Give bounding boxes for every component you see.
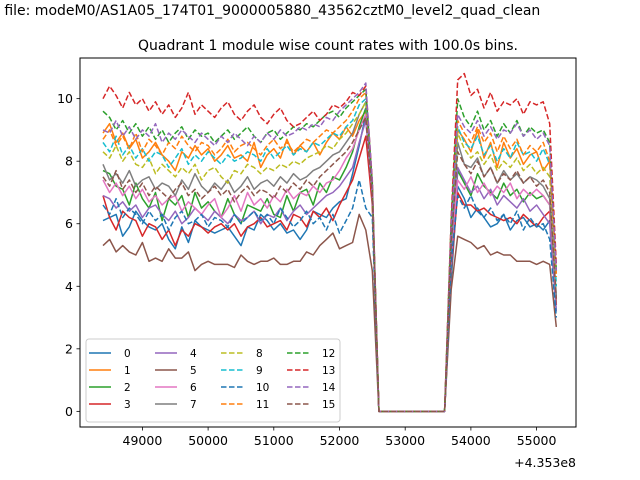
series-line-4 (102, 119, 558, 413)
x-tick-label: 54000 (451, 433, 491, 448)
x-tick-label: 49000 (123, 433, 163, 448)
x-tick-label: 53000 (385, 433, 425, 448)
x-offset-label: +4.353e8 (514, 455, 576, 470)
y-tick-label: 0 (65, 404, 73, 419)
x-axis: 49000 50000 51000 52000 53000 54000 55000 (123, 427, 557, 448)
legend-label-9: 9 (256, 365, 263, 377)
legend-label-11: 11 (256, 399, 269, 411)
legend-label-2: 2 (124, 382, 131, 394)
y-tick-label: 2 (65, 341, 73, 356)
legend-label-7: 7 (190, 399, 197, 411)
legend-label-13: 13 (322, 365, 335, 377)
x-tick-label: 50000 (188, 433, 228, 448)
series-layer (102, 72, 558, 413)
legend-label-6: 6 (190, 382, 197, 394)
axes-frame (79, 57, 577, 428)
legend-label-8: 8 (256, 348, 263, 360)
legend-label-12: 12 (322, 348, 335, 360)
series-line-0 (102, 113, 558, 413)
legend-label-3: 3 (124, 399, 131, 411)
figure-suptitle: n file: modeM0/AS1A05_174T01_9000005880_… (0, 3, 540, 19)
x-tick-label: 51000 (254, 433, 294, 448)
x-tick-label: 52000 (320, 433, 360, 448)
legend-label-14: 14 (322, 382, 336, 394)
legend-label-0: 0 (124, 348, 131, 360)
y-axis: 0 2 4 6 8 10 (57, 91, 80, 419)
x-tick-label: 55000 (517, 433, 557, 448)
series-line-7 (102, 101, 558, 413)
chart-title: Quadrant 1 module wise count rates with … (138, 38, 518, 54)
legend-label-5: 5 (190, 365, 197, 377)
series-line-13 (102, 72, 558, 413)
series-line-8 (102, 101, 558, 413)
legend-label-10: 10 (256, 382, 269, 394)
legend-label-4: 4 (190, 348, 197, 360)
series-line-11 (102, 91, 558, 413)
series-line-5 (102, 213, 558, 413)
series-line-10 (102, 179, 558, 413)
series-line-12 (102, 88, 558, 413)
legend-label-1: 1 (124, 365, 131, 377)
series-line-9 (102, 97, 558, 413)
series-line-14 (102, 82, 558, 413)
y-tick-label: 10 (57, 91, 73, 106)
y-tick-label: 6 (65, 216, 73, 231)
y-tick-label: 8 (65, 154, 73, 169)
legend-box (85, 338, 341, 423)
legend-label-15: 15 (322, 399, 335, 411)
series-line-15 (102, 116, 558, 413)
y-tick-label: 4 (65, 279, 73, 294)
